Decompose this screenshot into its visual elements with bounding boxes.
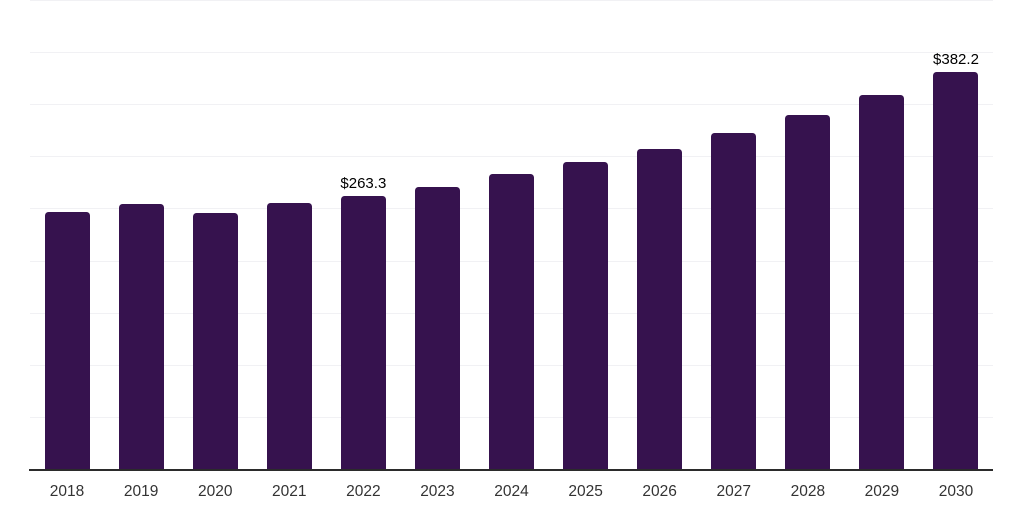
- x-tick-label-2020: 2020: [197, 483, 233, 500]
- bar-slot-2027: [697, 1, 771, 470]
- bar-slot-2023: [400, 1, 474, 470]
- bar-2021: [266, 203, 312, 470]
- bar-slot-2024: [474, 1, 548, 470]
- bar-slot-2026: [623, 1, 697, 470]
- bar-2022: [340, 195, 386, 470]
- x-tick-label-2024: 2024: [494, 483, 529, 500]
- x-tick-label-2021: 2021: [272, 483, 307, 500]
- bar-slot-2021: [252, 1, 326, 470]
- bar-slot-2029: [845, 1, 919, 470]
- bar-2030: [933, 71, 979, 470]
- bar-slot-2020: [178, 1, 252, 470]
- bar-2028: [785, 114, 831, 470]
- bar-slot-2019: [104, 1, 178, 470]
- x-tick-label-2030: 2030: [938, 483, 974, 500]
- gridline: [30, 104, 993, 106]
- bars-row: $263.3 $382.2: [30, 1, 993, 470]
- bar-value-label-2030: $382.2: [933, 50, 979, 68]
- x-axis-tick-labels: 2018 2019 2020 2021 2022 2023 2024 2025 2026 2027…: [30, 482, 993, 501]
- gridline: [30, 156, 993, 158]
- bar-2024: [489, 174, 534, 470]
- x-tick-label-2018: 2018: [49, 483, 85, 500]
- x-tick-label-2026: 2026: [642, 483, 677, 500]
- bar-value-label-2022: $263.3: [340, 174, 387, 192]
- x-tick-label-2027: 2027: [716, 483, 751, 500]
- bar-2026: [637, 148, 683, 470]
- x-tick-label-2029: 2029: [864, 483, 900, 500]
- bar-slot-2025: [549, 1, 623, 470]
- x-tick-label-2025: 2025: [568, 483, 603, 500]
- x-axis-line: [29, 469, 993, 471]
- bar-2027: [711, 133, 757, 470]
- gridline: [30, 52, 993, 54]
- x-tick-label-2019: 2019: [123, 483, 159, 500]
- x-tick-label-2022: 2022: [346, 483, 381, 500]
- plot-area: $263.3 $382.2: [30, 0, 993, 470]
- x-tick-label-2023: 2023: [420, 483, 455, 500]
- bar-slot-2030: $382.2: [919, 1, 993, 470]
- bar-slot-2022: $263.3: [326, 1, 400, 470]
- bar-2018: [44, 212, 90, 470]
- bar-2019: [118, 203, 164, 470]
- x-tick-label-2028: 2028: [790, 483, 826, 500]
- bar-2025: [563, 162, 609, 470]
- bar-slot-2018: [30, 1, 104, 470]
- bar-2029: [859, 94, 905, 470]
- bar-2020: [192, 213, 238, 470]
- bar-2023: [414, 186, 460, 470]
- bar-slot-2028: [771, 1, 845, 470]
- gridline: [30, 0, 993, 1]
